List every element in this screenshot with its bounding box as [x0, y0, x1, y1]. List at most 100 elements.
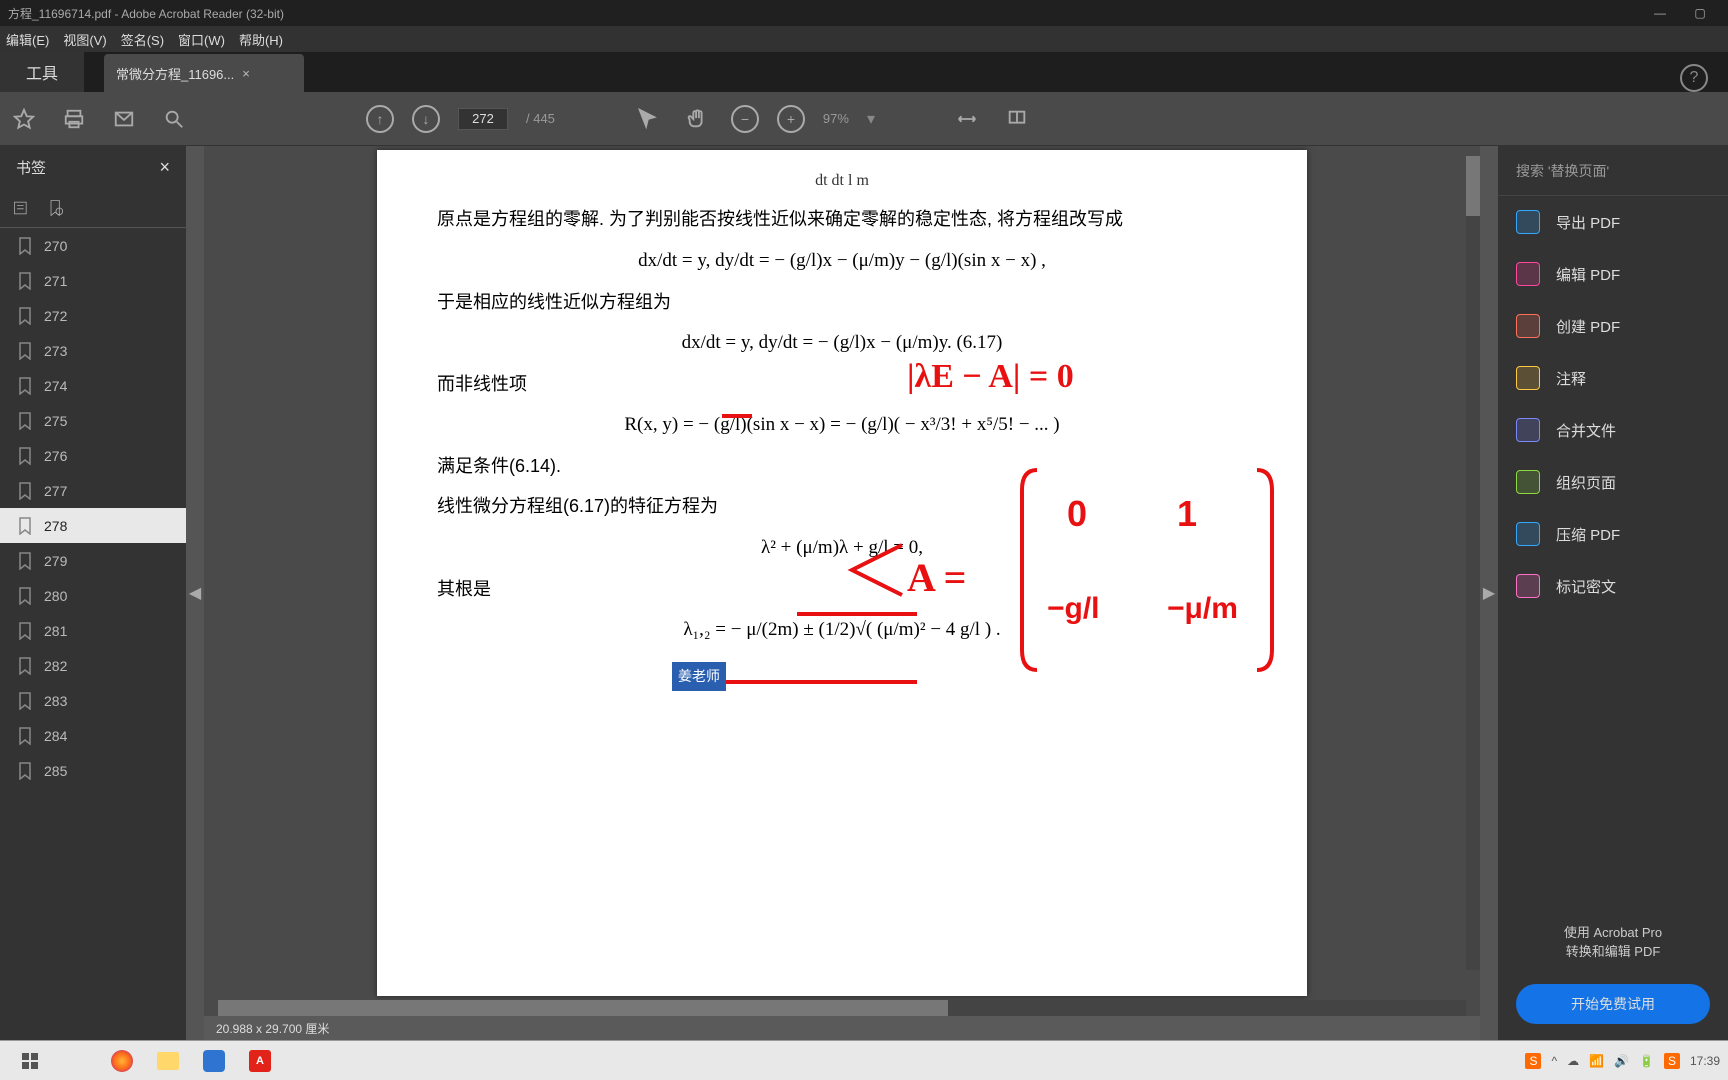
bookmark-282[interactable]: 282: [0, 648, 186, 683]
tray-wifi-icon[interactable]: 📶: [1589, 1054, 1604, 1068]
file-tab[interactable]: 常微分方程_11696... ×: [104, 54, 304, 92]
tray-up-icon[interactable]: ^: [1551, 1054, 1557, 1068]
menu-window[interactable]: 窗口(W): [178, 30, 225, 49]
bookmarks-list: 2702712722732742752762772782792802812822…: [0, 228, 186, 1040]
pdf-page: dt dt l m 原点是方程组的零解. 为了判别能否按线性近似来确定零解的稳定…: [377, 150, 1307, 996]
horizontal-scrollbar[interactable]: [218, 1000, 1466, 1016]
tool-item-2[interactable]: 创建 PDF: [1498, 300, 1728, 352]
tool-item-0[interactable]: 导出 PDF: [1498, 196, 1728, 248]
bookmark-278[interactable]: 278: [0, 508, 186, 543]
menu-sign[interactable]: 签名(S): [121, 30, 164, 49]
bookmark-271[interactable]: 271: [0, 263, 186, 298]
paragraph-5: 线性微分方程组(6.17)的特征方程为: [437, 489, 1247, 523]
equation-2: dx/dt = y, dy/dt = − (g/l)x − (μ/m)y. (6…: [437, 325, 1247, 361]
window-title: 方程_11696714.pdf - Adobe Acrobat Reader (…: [8, 5, 284, 22]
options-icon[interactable]: [12, 198, 32, 218]
bookmark-276[interactable]: 276: [0, 438, 186, 473]
tool-item-1[interactable]: 编辑 PDF: [1498, 248, 1728, 300]
bookmarks-title: 书签: [16, 157, 46, 178]
eq-top: dt dt l m: [437, 166, 1247, 196]
zoom-level: 97%: [823, 111, 849, 126]
bookmarks-panel: 书签 × 27027127227327427527627727827928028…: [0, 146, 186, 1040]
minimize-button[interactable]: —: [1640, 6, 1680, 20]
start-trial-button[interactable]: 开始免费试用: [1516, 984, 1710, 1024]
tray-clock[interactable]: 17:39: [1690, 1054, 1720, 1068]
bookmark-283[interactable]: 283: [0, 683, 186, 718]
close-bookmarks-icon[interactable]: ×: [159, 157, 170, 178]
help-icon[interactable]: ?: [1680, 64, 1708, 92]
bookmark-272[interactable]: 272: [0, 298, 186, 333]
zoom-out-button[interactable]: −: [731, 105, 759, 133]
tools-panel: 搜索 '替换页面' 导出 PDF编辑 PDF创建 PDF注释合并文件组织页面压缩…: [1498, 146, 1728, 1040]
document-area: dt dt l m 原点是方程组的零解. 为了判别能否按线性近似来确定零解的稳定…: [204, 146, 1480, 1040]
acrobat-icon[interactable]: A: [238, 1044, 282, 1078]
equation-3: R(x, y) = − (g/l)(sin x − x) = − (g/l)( …: [437, 407, 1247, 443]
paragraph-4: 满足条件(6.14).: [437, 449, 1247, 483]
page-down-button[interactable]: ↓: [412, 105, 440, 133]
collapse-right-button[interactable]: ▶: [1480, 146, 1498, 1040]
bookmark-277[interactable]: 277: [0, 473, 186, 508]
system-tray[interactable]: S ^ ☁ 📶 🔊 🔋 S 17:39: [1525, 1053, 1720, 1069]
equation-5: λ₁,₂ = − μ/(2m) ± (1/2)√( (μ/m)² − 4 g/l…: [437, 612, 1247, 648]
menu-edit[interactable]: 编辑(E): [6, 30, 49, 49]
bookmark-280[interactable]: 280: [0, 578, 186, 613]
mail-icon[interactable]: [108, 103, 140, 135]
teacher-tag: 姜老师: [672, 662, 726, 691]
explorer-icon[interactable]: [146, 1044, 190, 1078]
close-tab-icon[interactable]: ×: [242, 66, 250, 81]
windows-taskbar: A S ^ ☁ 📶 🔊 🔋 S 17:39: [0, 1040, 1728, 1080]
fit-width-icon[interactable]: [951, 103, 983, 135]
bookmark-285[interactable]: 285: [0, 753, 186, 788]
star-icon[interactable]: [8, 103, 40, 135]
app-icon-1[interactable]: [192, 1044, 236, 1078]
equation-1: dx/dt = y, dy/dt = − (g/l)x − (μ/m)y − (…: [437, 243, 1247, 279]
menubar: 编辑(E) 视图(V) 签名(S) 窗口(W) 帮助(H): [0, 26, 1728, 52]
tool-item-3[interactable]: 注释: [1498, 352, 1728, 404]
search-field[interactable]: 搜索 '替换页面': [1498, 146, 1728, 196]
tool-item-6[interactable]: 压缩 PDF: [1498, 508, 1728, 560]
equation-4: λ² + (μ/m)λ + g/l = 0,: [437, 530, 1247, 566]
paragraph-2: 于是相应的线性近似方程组为: [437, 285, 1247, 319]
print-icon[interactable]: [58, 103, 90, 135]
bookmark-273[interactable]: 273: [0, 333, 186, 368]
maximize-button[interactable]: ▢: [1680, 6, 1720, 20]
tabbar: 工具 常微分方程_11696... × ?: [0, 52, 1728, 92]
doc-status-bar: 20.988 x 29.700 厘米: [204, 1016, 1480, 1040]
search-icon[interactable]: [158, 103, 190, 135]
tool-item-7[interactable]: 标记密文: [1498, 560, 1728, 612]
page-number-input[interactable]: [458, 108, 508, 130]
zoom-in-button[interactable]: +: [777, 105, 805, 133]
find-bookmark-icon[interactable]: [46, 198, 66, 218]
read-mode-icon[interactable]: [1001, 103, 1033, 135]
taskview-button[interactable]: [54, 1044, 98, 1078]
tools-tab[interactable]: 工具: [0, 52, 84, 92]
bookmark-270[interactable]: 270: [0, 228, 186, 263]
page-up-button[interactable]: ↑: [366, 105, 394, 133]
firefox-icon[interactable]: [100, 1044, 144, 1078]
tray-battery-icon[interactable]: 🔋: [1639, 1054, 1654, 1068]
main-area: 书签 × 27027127227327427527627727827928028…: [0, 146, 1728, 1040]
bookmark-284[interactable]: 284: [0, 718, 186, 753]
promo-line-2: 转换和编辑 PDF: [1498, 941, 1728, 960]
tray-lang-icon[interactable]: S: [1664, 1053, 1680, 1069]
menu-help[interactable]: 帮助(H): [239, 30, 283, 49]
page-count: / 445: [526, 111, 555, 126]
start-button[interactable]: [8, 1044, 52, 1078]
titlebar: 方程_11696714.pdf - Adobe Acrobat Reader (…: [0, 0, 1728, 26]
tool-item-4[interactable]: 合并文件: [1498, 404, 1728, 456]
bookmark-281[interactable]: 281: [0, 613, 186, 648]
collapse-left-button[interactable]: ◀: [186, 146, 204, 1040]
pointer-icon[interactable]: [631, 103, 663, 135]
vertical-scrollbar[interactable]: [1466, 156, 1480, 970]
zoom-dropdown-icon[interactable]: ▾: [867, 109, 875, 129]
bookmark-275[interactable]: 275: [0, 403, 186, 438]
paragraph-1: 原点是方程组的零解. 为了判别能否按线性近似来确定零解的稳定性态, 将方程组改写…: [437, 202, 1247, 236]
menu-view[interactable]: 视图(V): [63, 30, 106, 49]
tray-ime-icon[interactable]: S: [1525, 1053, 1541, 1069]
bookmark-274[interactable]: 274: [0, 368, 186, 403]
tray-volume-icon[interactable]: 🔊: [1614, 1054, 1629, 1068]
tray-cloud-icon[interactable]: ☁: [1567, 1054, 1579, 1068]
bookmark-279[interactable]: 279: [0, 543, 186, 578]
tool-item-5[interactable]: 组织页面: [1498, 456, 1728, 508]
hand-icon[interactable]: [681, 103, 713, 135]
